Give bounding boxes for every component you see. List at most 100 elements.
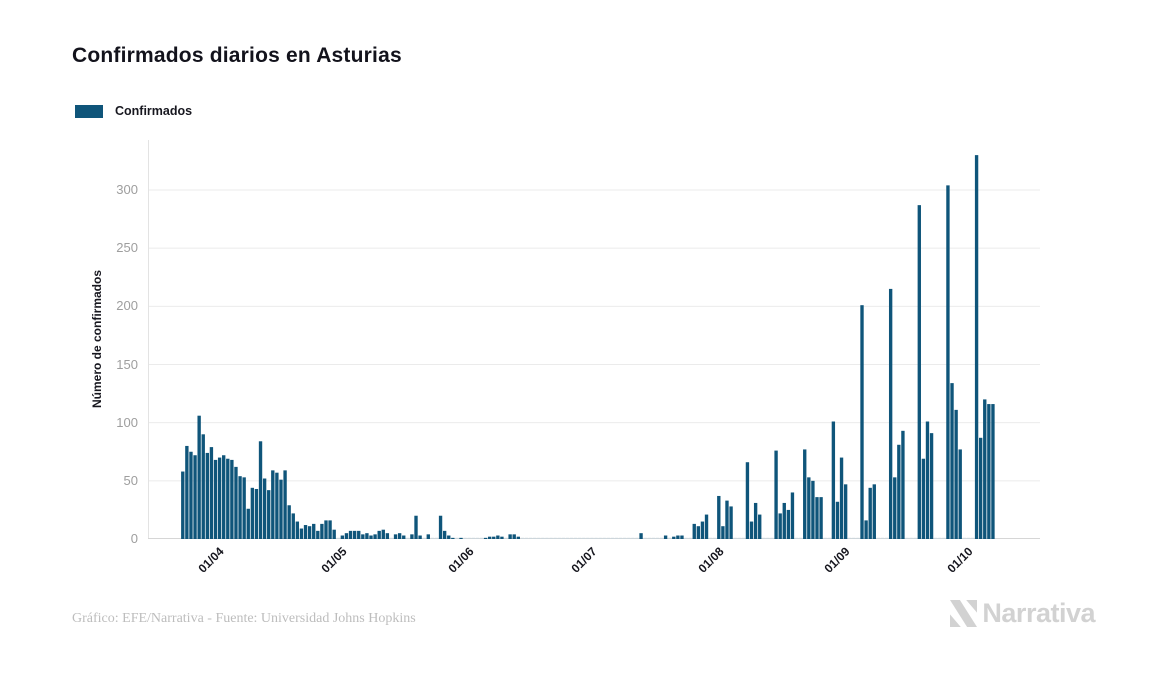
bar[interactable]	[287, 505, 291, 539]
bar[interactable]	[369, 535, 373, 539]
bar[interactable]	[283, 470, 287, 539]
bar[interactable]	[749, 521, 754, 539]
bar[interactable]	[721, 526, 725, 539]
bar[interactable]	[839, 457, 844, 539]
bar[interactable]	[487, 536, 492, 539]
bar[interactable]	[774, 450, 778, 539]
bar[interactable]	[373, 534, 377, 539]
bar[interactable]	[893, 477, 897, 539]
bar[interactable]	[831, 421, 836, 539]
bar[interactable]	[320, 523, 324, 539]
bar[interactable]	[888, 288, 893, 539]
bar[interactable]	[222, 455, 226, 539]
bar[interactable]	[267, 490, 271, 539]
bar[interactable]	[250, 487, 255, 539]
bar[interactable]	[496, 535, 500, 539]
bar[interactable]	[377, 530, 381, 539]
bar[interactable]	[815, 497, 819, 539]
bar[interactable]	[745, 462, 750, 539]
bar[interactable]	[258, 441, 263, 539]
bar[interactable]	[357, 530, 361, 539]
bar[interactable]	[974, 155, 979, 539]
bar[interactable]	[790, 492, 795, 539]
bar[interactable]	[238, 476, 242, 539]
bar[interactable]	[459, 537, 463, 539]
bar[interactable]	[807, 477, 811, 539]
bar[interactable]	[397, 533, 402, 539]
bar[interactable]	[254, 488, 259, 539]
bar[interactable]	[242, 477, 246, 539]
bar[interactable]	[704, 514, 709, 539]
bar[interactable]	[512, 534, 516, 539]
bar[interactable]	[201, 434, 205, 539]
bar[interactable]	[500, 536, 504, 539]
bar[interactable]	[819, 497, 823, 539]
bar[interactable]	[385, 533, 390, 539]
bar[interactable]	[778, 513, 782, 539]
bar[interactable]	[426, 534, 430, 539]
bar[interactable]	[291, 513, 295, 539]
bar[interactable]	[307, 526, 312, 539]
bar[interactable]	[275, 472, 279, 539]
bar[interactable]	[226, 458, 230, 539]
bar[interactable]	[442, 530, 447, 539]
bar[interactable]	[348, 530, 353, 539]
bar[interactable]	[901, 430, 905, 539]
bar[interactable]	[663, 535, 668, 539]
bar[interactable]	[954, 409, 958, 539]
bar[interactable]	[917, 205, 921, 539]
bar[interactable]	[991, 404, 995, 539]
bar[interactable]	[929, 433, 934, 539]
bar[interactable]	[835, 501, 840, 539]
bar[interactable]	[860, 305, 864, 539]
bar[interactable]	[692, 523, 696, 539]
bar[interactable]	[414, 515, 418, 539]
bar[interactable]	[872, 484, 876, 539]
bar[interactable]	[516, 536, 520, 539]
bar[interactable]	[700, 521, 705, 539]
bar[interactable]	[925, 421, 930, 539]
bar[interactable]	[696, 526, 701, 539]
bar[interactable]	[402, 535, 406, 539]
bar[interactable]	[729, 506, 733, 539]
bar[interactable]	[672, 536, 676, 539]
bar[interactable]	[978, 437, 983, 539]
bar[interactable]	[234, 466, 238, 539]
bar[interactable]	[447, 535, 451, 539]
bar[interactable]	[983, 399, 987, 539]
bar[interactable]	[230, 459, 234, 539]
bar[interactable]	[725, 500, 729, 539]
bar[interactable]	[246, 508, 250, 539]
bar[interactable]	[864, 520, 868, 539]
bar[interactable]	[381, 529, 385, 539]
bar[interactable]	[950, 383, 954, 539]
bar[interactable]	[324, 520, 328, 539]
bar[interactable]	[438, 515, 443, 539]
bar[interactable]	[508, 534, 512, 539]
bar[interactable]	[213, 459, 218, 539]
bar[interactable]	[299, 528, 304, 539]
bar[interactable]	[811, 480, 815, 539]
bar[interactable]	[483, 537, 488, 539]
bar[interactable]	[271, 470, 275, 539]
bar[interactable]	[786, 509, 791, 539]
bar[interactable]	[217, 457, 222, 539]
bar[interactable]	[958, 449, 962, 539]
bars-plot-area[interactable]	[148, 140, 1040, 539]
bar[interactable]	[393, 534, 398, 539]
bar[interactable]	[946, 185, 950, 539]
bar[interactable]	[361, 534, 365, 539]
bar[interactable]	[921, 458, 926, 539]
legend-item-confirmados[interactable]: Confirmados	[75, 104, 192, 118]
bar[interactable]	[197, 415, 201, 539]
bar[interactable]	[209, 447, 214, 539]
bar[interactable]	[868, 487, 872, 539]
bar[interactable]	[205, 452, 210, 539]
bar[interactable]	[332, 529, 336, 539]
bar[interactable]	[193, 455, 197, 539]
bar[interactable]	[352, 530, 357, 539]
bar[interactable]	[262, 478, 267, 539]
bar[interactable]	[717, 495, 721, 539]
bar[interactable]	[365, 533, 369, 539]
bar[interactable]	[897, 444, 901, 539]
